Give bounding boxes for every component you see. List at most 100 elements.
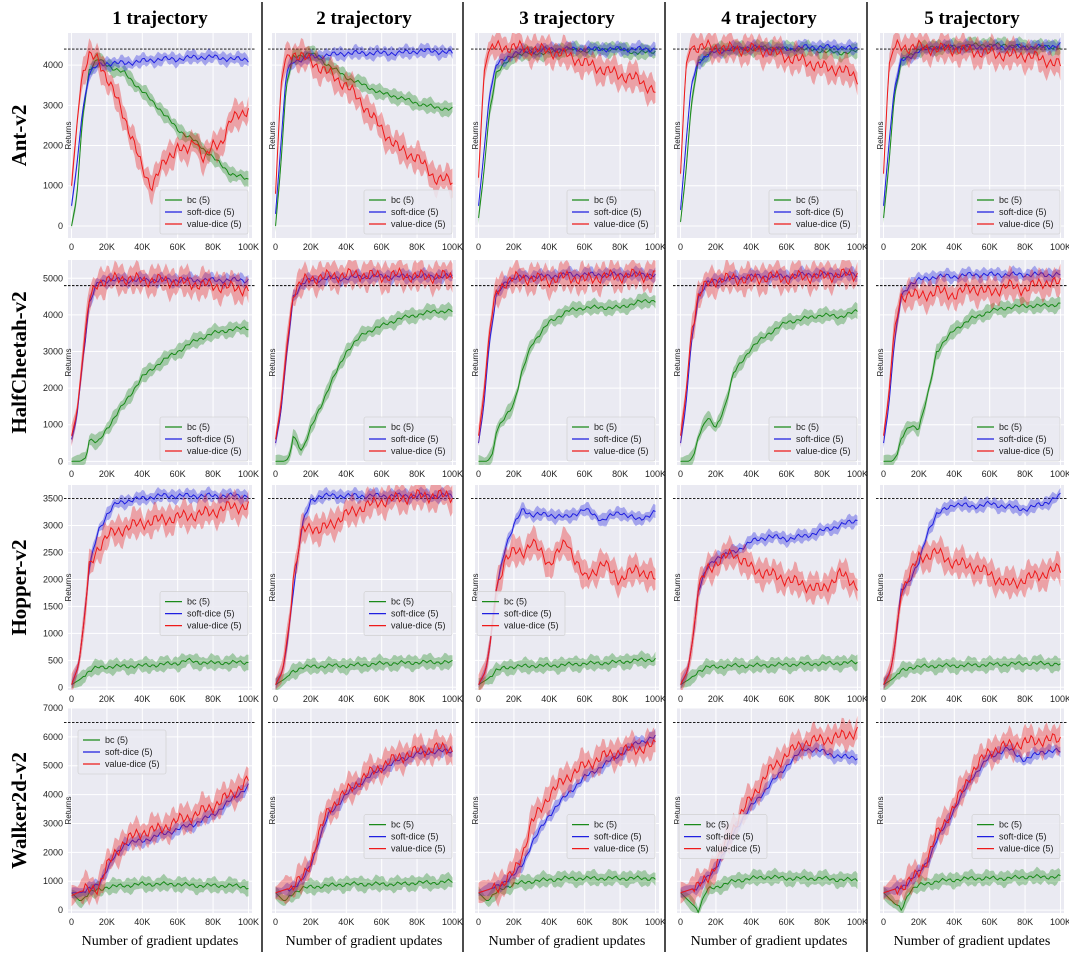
x-tick-label: 100K [645,694,666,704]
legend-label-bc: bc (5) [391,820,414,830]
x-tick-label: 60K [577,469,593,479]
x-tick-label: 20K [99,469,115,479]
legend-label-bc: bc (5) [187,597,210,607]
legend-label-soft-dice: soft-dice (5) [796,434,844,444]
x-tick-label: 80K [1017,917,1033,927]
x-tick-label: 100K [847,242,868,252]
x-tick-label: 60K [779,242,795,252]
legend-box [363,189,453,235]
legend-label-soft-dice: soft-dice (5) [999,207,1047,217]
y-tick-label: 4000 [43,60,63,70]
series-band-value-dice [275,485,453,690]
x-tick-label: 60K [982,242,998,252]
x-tick-label: 40K [946,242,962,252]
legend: bc (5) soft-dice (5) value-dice (5) [159,416,249,462]
y-tick-label: 7000 [43,703,63,713]
legend: bc (5) soft-dice (5) value-dice (5) [363,814,453,859]
y-tick-label: 1000 [43,876,63,886]
legend-label-value-dice: value-dice (5) [594,844,649,854]
series-line-value-dice [275,266,453,440]
x-tick-label: 100K [645,469,666,479]
x-tick-label: 60K [577,242,593,252]
legend-label-bc: bc (5) [594,195,617,205]
legend-label-soft-dice: soft-dice (5) [105,747,153,757]
y-tick-label: 3000 [43,818,63,828]
series-line-soft-dice [883,271,1061,444]
legend-box [159,189,249,235]
x-tick-label: 20K [506,469,522,479]
legend-label-soft-dice: soft-dice (5) [187,434,235,444]
panel-Ant-v2-3: 0 20K 40K 60K 80K 100K Returns bc (5) soft-dice … [471,33,666,252]
series-line-bc [478,875,656,901]
x-tick-label: 20K [303,694,319,704]
x-tick-label: 100K [442,694,463,704]
y-axis-label: Returns [64,796,73,824]
legend-label-value-dice: value-dice (5) [796,219,851,229]
x-tick-label: 100K [238,242,259,252]
x-tick-label: 80K [1017,242,1033,252]
plot-area [677,485,861,690]
series-line-soft-dice [71,492,249,685]
column-dividers [261,2,868,952]
legend-label-bc: bc (5) [187,422,210,432]
series-band-bc [275,871,453,906]
x-tick-label: 80K [612,242,628,252]
series-line-value-dice [478,738,656,894]
x-tick-label: 60K [170,242,186,252]
y-tick-label: 1000 [43,628,63,638]
series-band-value-dice [680,715,858,906]
legend-box [566,416,656,462]
x-tick-label: 60K [170,694,186,704]
legend-label-soft-dice: soft-dice (5) [391,832,439,842]
legend: bc (5) soft-dice (5) value-dice (5) [363,416,453,462]
x-tick-label: 40K [743,469,759,479]
series-line-bc [275,659,453,686]
legend-label-soft-dice: soft-dice (5) [706,832,754,842]
x-tick-label: 20K [708,694,724,704]
panel-HalfCheetah-v2-2: 0 20K 40K 60K 80K 100K Returns bc (5) soft-dice … [268,260,463,479]
legend-label-soft-dice: soft-dice (5) [594,832,642,842]
legend: bc (5) soft-dice (5) value-dice (5) [476,591,566,636]
y-tick-label: 4000 [43,790,63,800]
series-line-value-dice [71,50,249,192]
series-line-soft-dice [275,272,453,444]
legend: bc (5) soft-dice (5) value-dice (5) [678,814,768,859]
x-tick-label: 40K [541,469,557,479]
x-tick-label: 100K [442,917,463,927]
titles: 1 trajectory Number of gradient updates 2 … [7,8,1050,949]
x-tick-label: 0 [69,917,74,927]
y-axis-label: Returns [268,796,277,824]
series-line-value-dice [275,51,453,194]
series-band-value-dice [478,524,656,690]
y-tick-label: 5000 [43,761,63,771]
x-tick-label: 40K [946,694,962,704]
legend-label-value-dice: value-dice (5) [105,759,160,769]
x-tick-label: 60K [577,917,593,927]
legend-box [159,591,249,636]
legend: bc (5) soft-dice (5) value-dice (5) [768,416,858,462]
series-line-soft-dice [71,54,249,206]
x-axis-label: Number of gradient updates [489,934,646,949]
panel-Ant-v2-2: 0 20K 40K 60K 80K 100K Returns bc (5) soft-dice … [268,33,463,252]
series-line-bc [680,659,858,686]
series-band-value-dice [680,260,858,447]
series-line-value-dice [275,488,453,685]
series-band-soft-dice [478,501,656,688]
series-line-value-dice [478,39,656,178]
panel-Walker2d-v2-3: 0 20K 40K 60K 80K 100K Returns bc (5) soft-dice … [471,707,666,927]
x-tick-label: 40K [541,242,557,252]
row-title: Walker2d-v2 [7,752,31,869]
legend-label-bc: bc (5) [594,422,617,432]
y-tick-label: 1000 [43,181,63,191]
y-tick-label: 0 [58,682,63,692]
series-band-bc [883,866,1061,913]
y-tick-label: 2000 [43,847,63,857]
column-title: 5 trajectory [924,8,1020,29]
y-tick-label: 2000 [43,141,63,151]
x-tick-label: 80K [814,694,830,704]
panel-Walker2d-v2-2: 0 20K 40K 60K 80K 100K Returns bc (5) soft-dice … [268,707,463,927]
legend-box [159,416,249,462]
series-line-bc [883,873,1061,912]
row-title: Ant-v2 [7,105,31,167]
x-tick-label: 20K [708,469,724,479]
